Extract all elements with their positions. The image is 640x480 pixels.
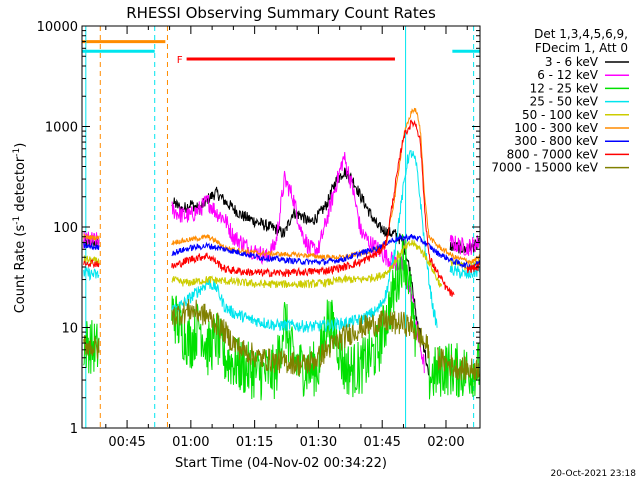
series-line — [428, 342, 480, 400]
series-100-300-keV — [83, 107, 480, 266]
series-line — [83, 267, 100, 282]
series-line — [83, 242, 100, 251]
footer-date: 20-Oct-2021 23:18 — [551, 469, 637, 479]
y-axis-label-sup-1: -1 — [12, 216, 22, 225]
series-line — [83, 259, 100, 269]
legend-label: 300 - 800 keV — [514, 134, 598, 148]
series-800-7000-keV — [83, 119, 480, 297]
legend-label: 6 - 12 keV — [537, 68, 599, 82]
legend-label: 50 - 100 keV — [522, 108, 599, 122]
legend-label: 25 - 50 keV — [530, 95, 599, 109]
series-line — [466, 262, 480, 274]
series-layer — [83, 107, 480, 401]
legend-label: 7000 - 15000 keV — [491, 161, 598, 175]
x-tick-label: 01:00 — [172, 435, 209, 450]
series-line — [171, 233, 480, 271]
x-tick-label: 01:45 — [363, 435, 400, 450]
y-axis-label-sup-2: -1 — [12, 148, 22, 157]
series-line — [449, 264, 480, 279]
series-line — [437, 347, 480, 381]
series-line — [83, 320, 100, 374]
series-line — [83, 255, 100, 266]
series-line — [171, 107, 480, 266]
flag-label: S — [72, 38, 78, 49]
series-line — [171, 234, 417, 401]
series-line — [171, 298, 430, 376]
series-25-50-keV — [83, 149, 480, 333]
axes-ticks: 00:45 01:00 01:15 01:30 01:45 02:00 1 10 100 1000… — [37, 20, 480, 450]
series-12-25-keV — [83, 234, 480, 401]
y-tick-label: 10000 — [37, 20, 78, 35]
y-axis-label-part-3: ) — [13, 143, 28, 148]
y-tick-label: 1 — [70, 422, 78, 437]
x-axis-label: Start Time (04-Nov-02 00:34:22) — [175, 456, 387, 471]
series-line — [83, 335, 100, 359]
legend-label: 12 - 25 keV — [530, 81, 599, 95]
legend-header-line-2: FDecim 1, Att 0 — [535, 41, 628, 55]
series-line — [171, 151, 425, 374]
series-line — [171, 119, 455, 297]
y-axis-label-part-1: Count Rate (s — [13, 225, 28, 314]
legend-label: 100 - 300 keV — [514, 121, 598, 135]
series-line — [83, 233, 100, 241]
series-line — [171, 149, 438, 333]
y-tick-label: 100 — [53, 221, 78, 236]
x-tick-label: 00:45 — [108, 435, 145, 450]
chart-title: RHESSI Observing Summary Count Rates — [126, 4, 436, 22]
series-line — [171, 167, 430, 376]
series-7000-15000-keV — [83, 298, 480, 381]
y-axis-label-part-2: detector — [13, 156, 28, 216]
flag-label: F — [177, 55, 183, 66]
x-tick-label: 01:15 — [236, 435, 273, 450]
y-tick-label: 1000 — [45, 121, 78, 136]
series-line — [171, 239, 443, 289]
x-tick-label: 02:00 — [427, 435, 464, 450]
x-tick-label: 01:30 — [300, 435, 337, 450]
series-50-100-keV — [83, 239, 480, 289]
legend-header-line-1: Det 1,3,4,5,6,9, — [534, 27, 628, 41]
y-axis-label: Count Rate (s-1 detector-1) — [12, 143, 28, 314]
flags-layer: SF — [72, 38, 480, 66]
legend: Det 1,3,4,5,6,9, FDecim 1, Att 0 3 - 6 k… — [491, 27, 629, 175]
legend-label: 3 - 6 keV — [545, 55, 599, 69]
y-tick-label: 10 — [61, 322, 78, 337]
series-line — [449, 234, 480, 256]
legend-label: 800 - 7000 keV — [507, 147, 599, 161]
series-300-800-keV — [83, 233, 480, 271]
